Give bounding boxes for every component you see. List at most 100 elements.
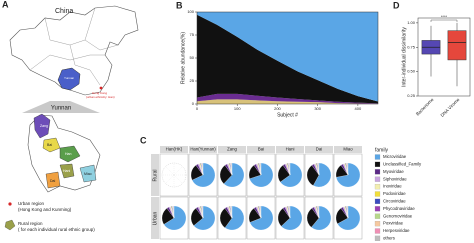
column-label: Zang — [227, 147, 237, 152]
y-tick-label: 75 — [190, 32, 195, 37]
pie-slice — [281, 205, 303, 231]
y-tick-label: 50 — [190, 55, 195, 60]
plot-frame — [417, 17, 471, 97]
pie-slice — [347, 205, 349, 219]
y-axis-label: Relative abundance(%) — [180, 32, 186, 84]
map-label: Miao — [84, 172, 92, 176]
legend-label: Genomoviridae — [383, 213, 413, 218]
legend-swatch — [374, 228, 381, 234]
legend-swatch — [374, 161, 381, 167]
panel-letter: D — [393, 0, 400, 10]
column-header — [305, 146, 333, 153]
legend-label: Siphoviridae — [383, 176, 407, 181]
row-header — [151, 197, 159, 239]
empty-pie-spoke — [165, 174, 175, 184]
pie-slice — [173, 205, 175, 219]
legend-swatch — [374, 176, 381, 182]
box — [447, 30, 467, 61]
column-header — [247, 146, 275, 153]
x-tick-label: Bacteriome — [415, 97, 435, 117]
province-tag: Yunnan — [64, 76, 75, 80]
legend-label: Poxviridae — [383, 221, 404, 226]
zoom-trapezoid — [22, 101, 100, 113]
region-hani — [59, 163, 75, 179]
legend-label: Phycodnaviridae — [383, 206, 415, 211]
area — [197, 12, 378, 102]
column-label: Bai — [258, 147, 264, 152]
column-label: Dai — [316, 147, 322, 152]
significance-bracket — [430, 19, 458, 22]
map-label: Bai — [47, 143, 52, 147]
y-tick-label: 0.75 — [407, 44, 416, 49]
y-axis-label: Inter-individual dissimilarity — [401, 27, 407, 87]
y-tick-label: 0.50 — [407, 69, 416, 74]
pie-slice — [249, 162, 274, 188]
pie-slice — [347, 162, 349, 176]
y-tick-label: 1.00 — [407, 20, 416, 25]
legend-label: Herpesviridae — [383, 228, 410, 233]
map-label: Han — [65, 152, 71, 156]
legend-label: ( for each individual rural ethnic group… — [18, 227, 95, 232]
rural-legend-icon — [4, 219, 16, 231]
row-label: Urban — [152, 211, 158, 225]
legend-label: Unclassified_Family — [383, 162, 422, 167]
pie-slice — [260, 205, 262, 219]
map-label: Hani — [63, 169, 70, 173]
legend-swatch — [374, 154, 381, 160]
yunnan-highlight — [57, 67, 81, 91]
pie-slice — [260, 162, 262, 176]
x-axis-label: Subject # — [277, 112, 298, 118]
panel-letter: C — [140, 135, 147, 145]
region-bai — [42, 137, 61, 153]
pie-slice — [231, 162, 233, 176]
legend-label: Inoviridae — [383, 184, 402, 189]
region-dai — [45, 171, 61, 189]
pie-slice — [249, 205, 274, 231]
pie-slice — [313, 162, 332, 188]
area — [197, 93, 378, 104]
row-header — [151, 154, 159, 196]
legend-swatch — [374, 235, 381, 241]
column-header — [334, 146, 362, 153]
x-tick-label: 400 — [355, 106, 362, 111]
pie-slice — [202, 205, 204, 219]
legend-swatch — [374, 213, 381, 219]
pie-slice — [193, 205, 216, 231]
y-tick-label: 0.25 — [407, 93, 416, 98]
area — [197, 14, 378, 104]
legend-label: Urban region — [18, 201, 45, 206]
pie-slice — [192, 162, 216, 188]
province-border — [29, 54, 105, 71]
legend-swatch — [374, 221, 381, 227]
x-tick-label: DNA Virome — [440, 97, 461, 118]
pie-slice — [337, 205, 361, 231]
china-outline — [9, 5, 139, 96]
column-header — [276, 146, 304, 153]
urban-legend-dot — [8, 202, 12, 206]
china-map — [4, 5, 139, 231]
panel-letter: A — [2, 0, 9, 9]
legend-label: (Hong Kong and Kunming) — [18, 207, 72, 212]
pie-slice — [289, 162, 291, 176]
column-label: Han(HK) — [166, 147, 183, 152]
empty-pie — [161, 162, 187, 188]
pie-slice — [223, 162, 245, 188]
legend-label: others — [383, 236, 395, 241]
significance: **** — [441, 14, 448, 19]
pie-slice — [311, 205, 332, 231]
map-label: Dai — [50, 179, 55, 183]
legend-swatch — [374, 206, 381, 212]
pie-slice — [318, 205, 320, 219]
x-tick-label: 200 — [274, 106, 281, 111]
region-zang — [33, 113, 51, 139]
region-han — [59, 145, 81, 163]
pie-slice — [289, 205, 291, 219]
legend-label: Microviridae — [383, 154, 407, 159]
column-header — [218, 146, 246, 153]
y-tick-label: 25 — [190, 78, 195, 83]
hong-kong-label: Hong Kong — [92, 91, 107, 95]
legend-swatch — [374, 184, 381, 190]
hong-kong-label: (urban ethnicity: Han) — [86, 95, 115, 99]
